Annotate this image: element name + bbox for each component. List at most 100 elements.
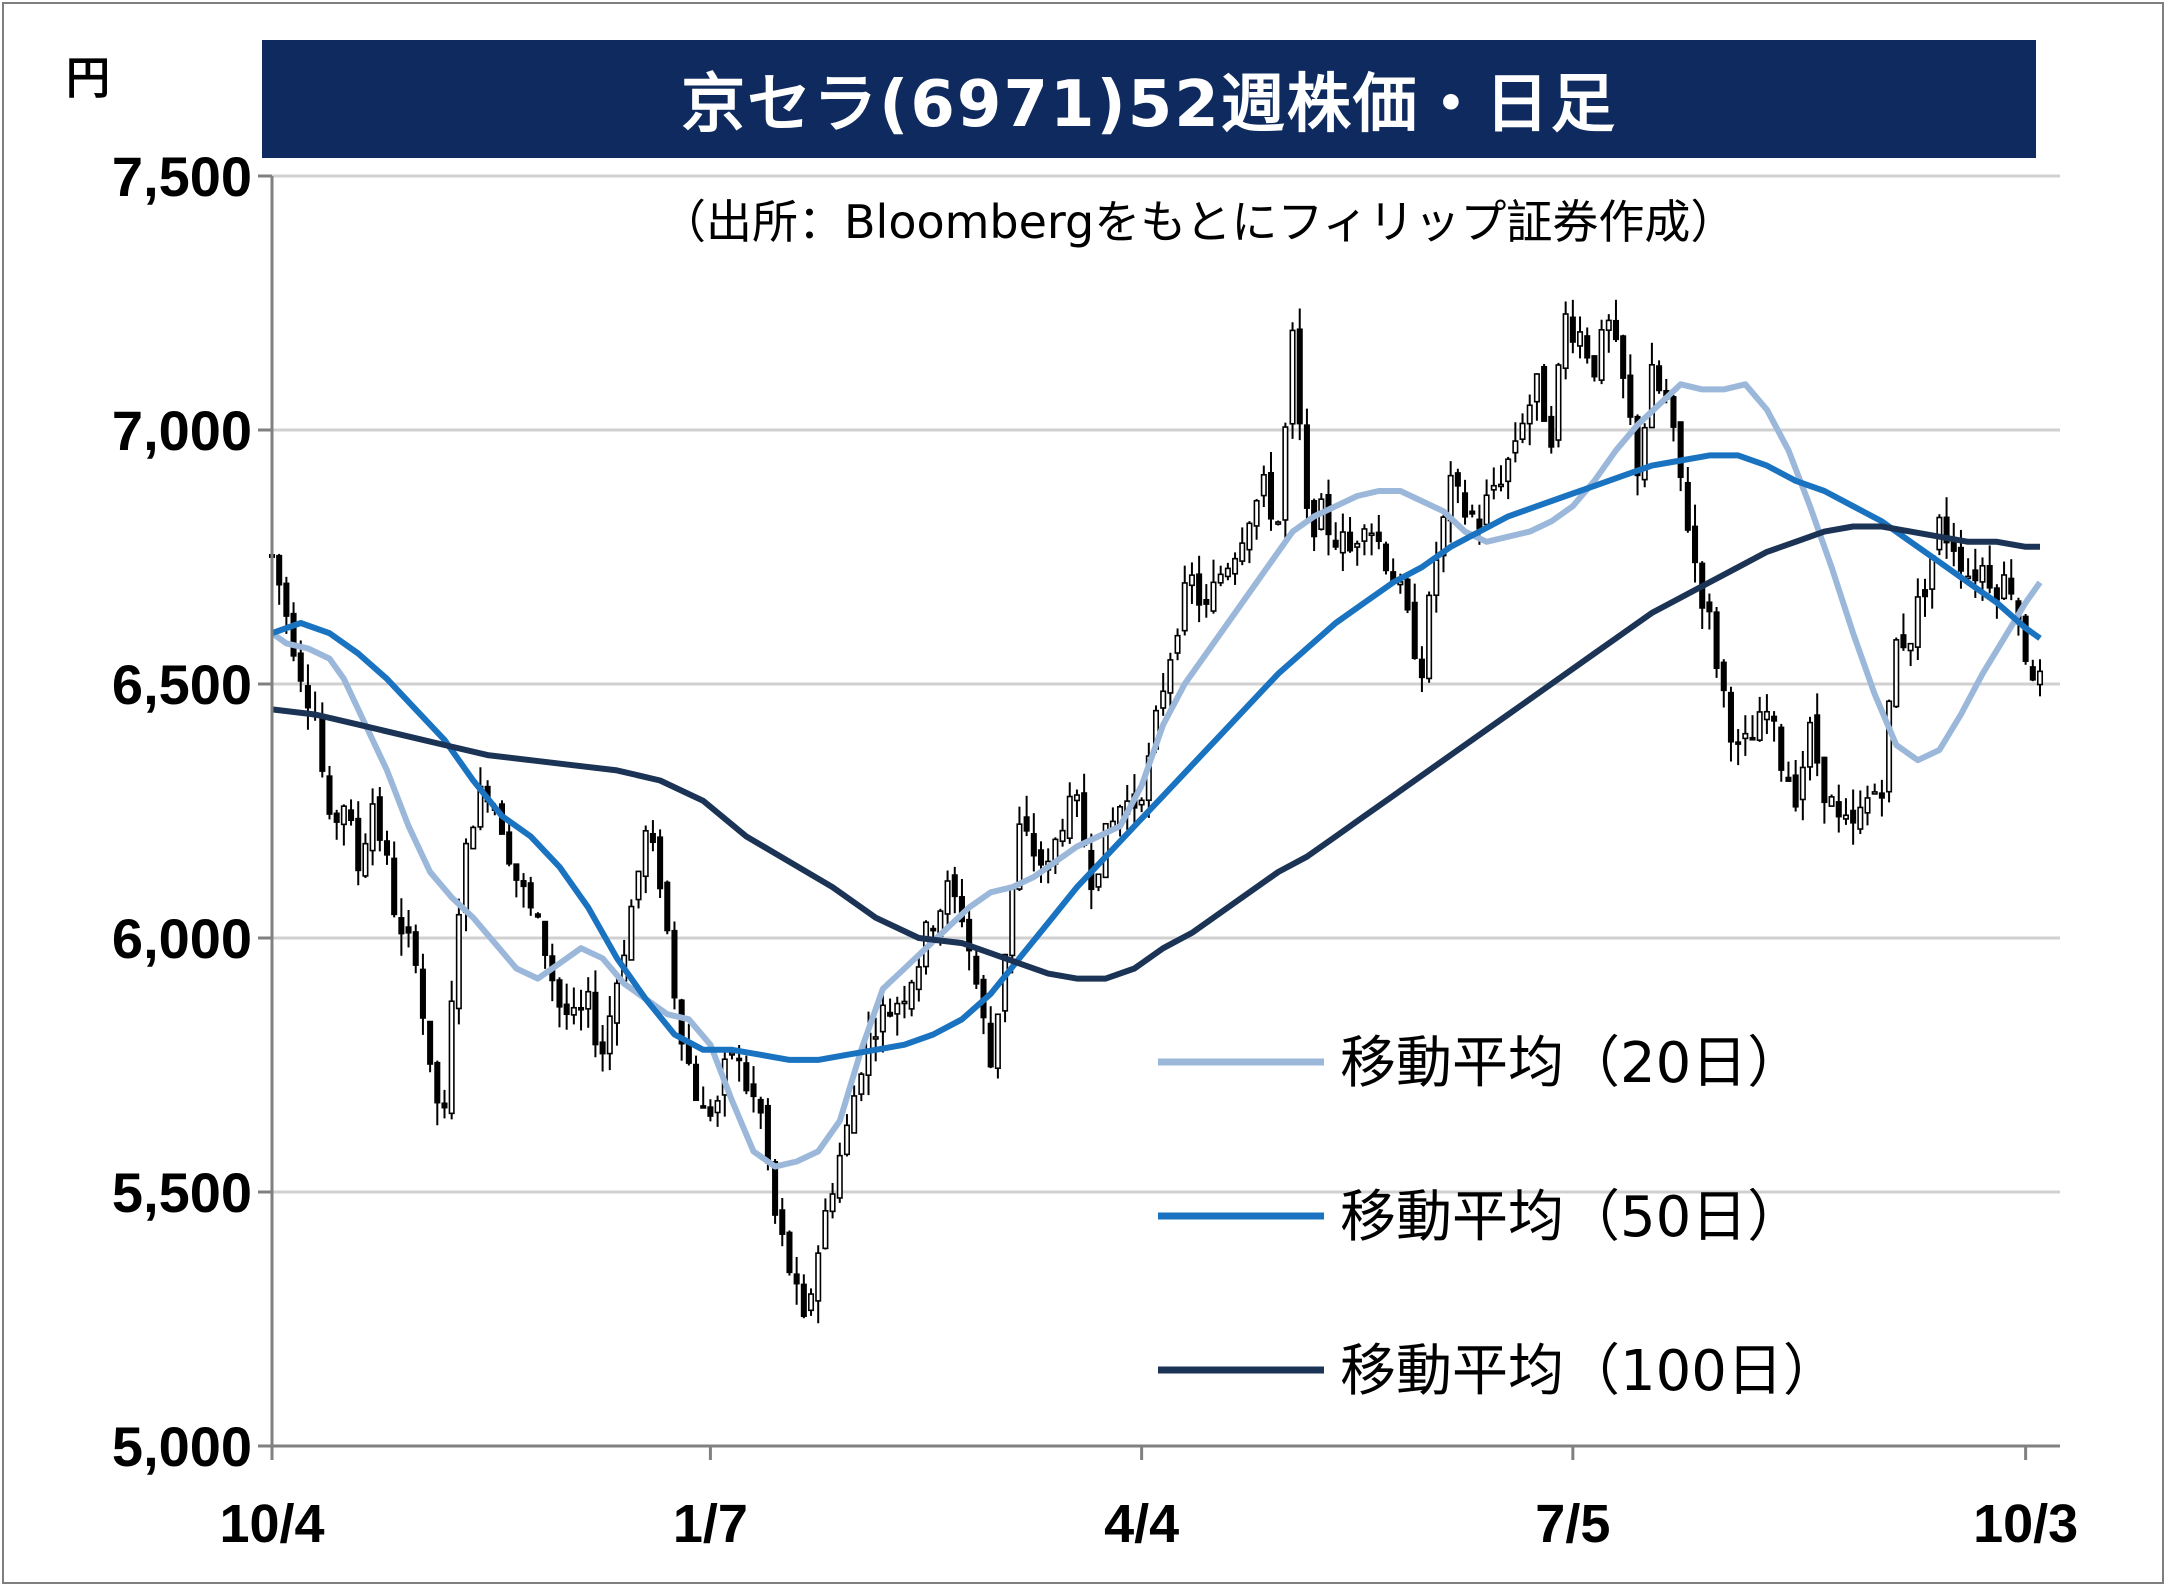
candle-body [685, 1043, 692, 1064]
candlestick [649, 820, 656, 852]
candlestick [1677, 421, 1684, 492]
candle-body [930, 927, 937, 932]
candlestick [2008, 559, 2015, 601]
candlestick [714, 1095, 721, 1127]
candlestick [1354, 540, 1361, 566]
candlestick [448, 980, 455, 1120]
candle-body [1850, 809, 1857, 824]
candle-body [1706, 601, 1713, 613]
candle-body [779, 1209, 786, 1235]
candle-body [520, 880, 527, 888]
candle-body [793, 1273, 800, 1285]
y-tick-label: 6,000 [112, 907, 252, 970]
candle-body [887, 1011, 894, 1017]
candlestick [348, 799, 355, 826]
candle-body [448, 1000, 455, 1115]
candle-body [1325, 494, 1332, 536]
candlestick [1447, 461, 1454, 543]
candle-body [858, 1073, 865, 1095]
candle-body [1792, 774, 1799, 808]
candle-body [606, 1015, 613, 1055]
candlestick [1612, 299, 1619, 342]
candle-body [1267, 471, 1275, 520]
candlestick [1900, 613, 1907, 651]
candle-body [1332, 539, 1339, 548]
candlestick [542, 920, 549, 969]
candlestick [1023, 795, 1030, 837]
candle-body [757, 1098, 764, 1114]
candle-body [534, 913, 541, 918]
candle-body [1771, 715, 1778, 722]
candle-body [326, 775, 333, 815]
candle-body [412, 931, 419, 966]
candle-body [915, 966, 922, 991]
candlestick [1138, 797, 1145, 813]
candlestick [815, 1245, 822, 1324]
x-tick-label: 4/4 [1104, 1494, 1179, 1554]
candle-body [815, 1252, 822, 1302]
candlestick [958, 878, 965, 928]
candlestick [570, 987, 577, 1025]
candle-body [1210, 581, 1217, 612]
candlestick [1375, 514, 1382, 550]
candle-body [1612, 319, 1619, 341]
candle-body [678, 999, 685, 1045]
candlestick [628, 899, 635, 961]
candlestick [613, 972, 621, 1046]
candle-body [1354, 542, 1361, 548]
candle-body [1821, 756, 1828, 804]
candle-body [1411, 601, 1418, 659]
candlestick [1771, 711, 1778, 742]
axes [258, 174, 2060, 1460]
candle-body [340, 805, 347, 826]
candlestick [887, 998, 894, 1018]
candlestick [534, 912, 541, 919]
candlestick [1160, 673, 1167, 716]
candlestick [1799, 750, 1806, 821]
candlestick [1950, 522, 1957, 567]
candlestick [1864, 785, 1871, 826]
candlestick [1174, 628, 1181, 661]
candle-body [1462, 492, 1469, 518]
candlestick [1052, 837, 1059, 875]
candle-body [1490, 484, 1497, 491]
candle-body [297, 652, 304, 682]
candlestick [1943, 497, 1950, 559]
candlestick [1893, 637, 1900, 708]
x-tick-label: 1/7 [673, 1494, 748, 1554]
candlestick [1842, 798, 1849, 825]
candlestick [1548, 405, 1555, 454]
candlestick [1691, 504, 1699, 583]
candle-body [1684, 481, 1691, 531]
candle-body [1519, 422, 1526, 440]
candle-body [901, 1000, 908, 1005]
candle-body [1188, 574, 1195, 587]
candlestick [326, 765, 333, 820]
candle-body [1533, 373, 1540, 403]
candlestick [1497, 465, 1505, 492]
moving-average-lines [270, 381, 2043, 1170]
candlestick [1059, 818, 1066, 847]
candle-body [836, 1154, 843, 1199]
candlestick [1253, 498, 1260, 540]
candle-body [1878, 792, 1885, 799]
candlestick [843, 1114, 850, 1157]
candle-body [700, 1105, 707, 1109]
candlestick [2029, 659, 2036, 682]
legend-item: 移動平均（20日） [1158, 1031, 1803, 1096]
candlestick [894, 996, 901, 1036]
candle-body [772, 1161, 779, 1216]
candle-body [649, 832, 656, 844]
candle-body [951, 874, 958, 898]
candle-body [1303, 424, 1310, 509]
candlestick [355, 801, 362, 886]
candlestick [578, 989, 585, 1031]
candlestick [836, 1142, 843, 1203]
candlestick [1267, 451, 1275, 531]
candle-body [1361, 528, 1368, 542]
candlestick [707, 1099, 714, 1122]
candle-body [578, 1006, 585, 1011]
candle-body [1095, 873, 1102, 888]
candlestick [1282, 422, 1289, 538]
candle-body [1562, 313, 1569, 370]
